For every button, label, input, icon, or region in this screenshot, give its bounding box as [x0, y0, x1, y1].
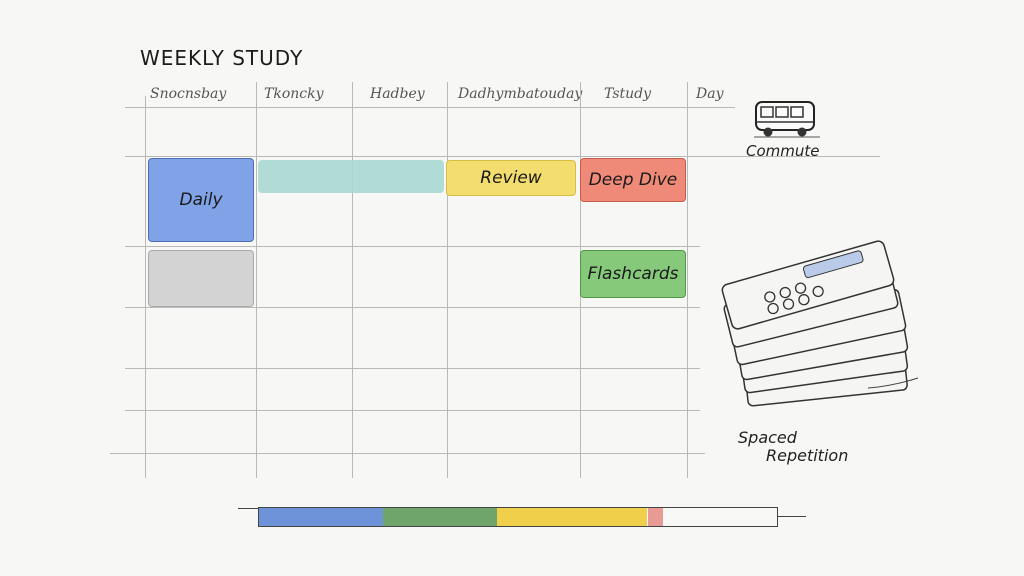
deep-dive-block[interactable]: Deep Dive	[580, 158, 686, 202]
commute-label: Commute	[746, 142, 820, 160]
progress-tail-line	[778, 516, 806, 517]
grid-line	[125, 156, 880, 157]
empty-gray-block	[148, 250, 254, 307]
grid-line	[125, 246, 700, 247]
daily-block[interactable]: Daily	[148, 158, 254, 242]
bus-icon	[752, 96, 822, 140]
column-header-3: Hadbey	[370, 86, 425, 102]
column-header-6: Day	[696, 86, 724, 102]
spaced-label-line1: Spaced	[738, 428, 797, 447]
grid-line	[352, 82, 353, 478]
grid-line	[256, 82, 257, 478]
deep-dive-block-label: Deep Dive	[588, 170, 678, 190]
flashcards-block-label: Flashcards	[587, 264, 679, 284]
grid-line	[125, 410, 700, 411]
grid-line	[687, 82, 688, 478]
grid-line	[447, 82, 448, 478]
progress-segment	[497, 508, 648, 526]
column-header-5: Tstudy	[604, 86, 652, 102]
progress-segment	[383, 508, 498, 526]
daily-block-label: Daily	[179, 190, 223, 210]
grid-line	[125, 107, 735, 108]
progress-segment	[259, 508, 384, 526]
weekly-progress-bar	[258, 507, 778, 527]
grid-line	[125, 307, 700, 308]
flashcard-stack-icon	[718, 238, 928, 423]
column-header-1: Snocnsbay	[150, 86, 227, 102]
column-header-2: Tkoncky	[264, 86, 324, 102]
grid-line	[125, 368, 700, 369]
progress-segment	[647, 508, 664, 526]
daily-extension-bar	[258, 160, 444, 193]
progress-lead-line	[238, 508, 260, 509]
column-header-4: Dadhymbatouday	[458, 86, 583, 102]
flashcards-block[interactable]: Flashcards	[580, 250, 686, 298]
review-block-label: Review	[480, 168, 542, 188]
page-title: WEEKLY STUDY	[140, 46, 304, 70]
grid-line	[145, 96, 146, 478]
spaced-label-line2: Repetition	[766, 446, 849, 465]
grid-line	[110, 453, 705, 454]
review-block[interactable]: Review	[446, 160, 576, 196]
